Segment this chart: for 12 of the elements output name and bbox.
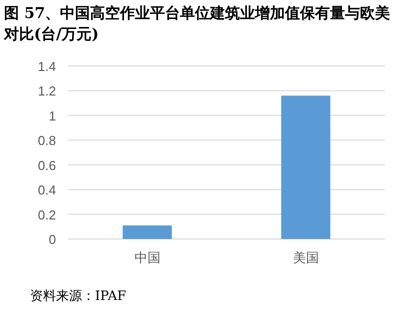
- y-tick-label: 0.2: [38, 207, 56, 222]
- y-tick-label: 0.4: [38, 182, 56, 198]
- x-tick-label: 中国: [134, 250, 160, 265]
- y-tick-label: 1: [48, 108, 56, 124]
- y-tick-label: 0: [48, 232, 56, 247]
- y-tick-label: 1.4: [38, 59, 56, 74]
- y-tick-label: 0.8: [38, 133, 56, 148]
- y-tick-label: 0.6: [38, 158, 56, 173]
- y-tick-label: 1.2: [38, 84, 56, 99]
- chart-title: 图 57、中国高空作业平台单位建筑业增加值保有量与欧美对比(台/万元): [3, 4, 390, 43]
- text: 资料来源：IPAF: [30, 289, 126, 304]
- x-tick-label: 美国: [292, 250, 319, 265]
